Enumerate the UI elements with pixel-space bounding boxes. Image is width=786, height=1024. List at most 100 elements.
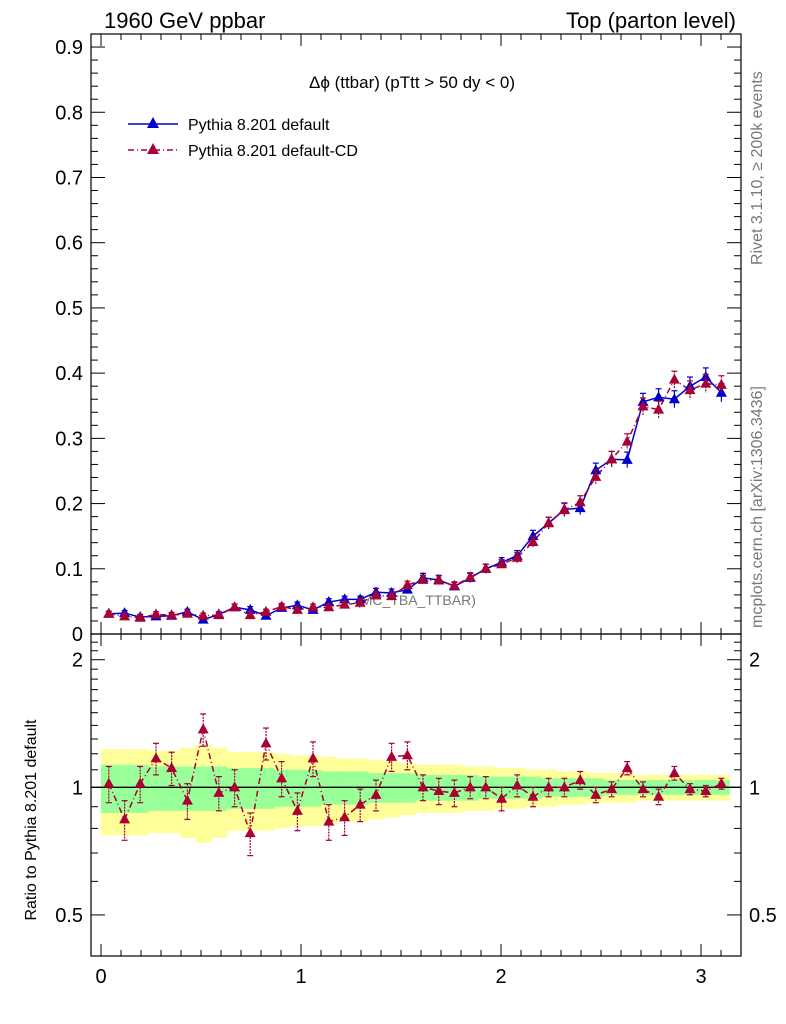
data-point-cd	[433, 574, 445, 585]
data-point-cd	[464, 571, 476, 582]
y-tick-label: 0.8	[55, 102, 83, 124]
ratio-y-tick-label-right: 0.5	[749, 905, 777, 927]
mcplots-reference-label: mcplots.cern.ch [arXiv:1306.3436]	[749, 386, 766, 628]
ratio-data-point	[637, 783, 649, 794]
uncertainty-band-inner	[163, 766, 180, 811]
legend-cd-marker	[147, 143, 159, 154]
legend-default-marker	[147, 117, 159, 128]
x-tick-label: 2	[495, 966, 506, 988]
data-point-cd	[480, 562, 492, 573]
ratio-series-line	[108, 729, 722, 834]
ratio-data-point	[401, 749, 413, 760]
uncertainty-band-inner	[148, 766, 165, 811]
data-point-cd	[590, 470, 602, 481]
data-point-cd	[370, 589, 382, 600]
data-point-cd	[291, 603, 303, 614]
data-point-cd	[323, 601, 335, 612]
data-point-cd	[496, 558, 508, 569]
ratio-data-point	[150, 752, 162, 763]
ratio-data-point	[590, 788, 602, 799]
ratio-data-point	[543, 781, 555, 792]
main-plot-panel: Δϕ (ttbar) (pTtt > 50 dy < 0) (MC_TBA_TT…	[55, 33, 742, 646]
y-tick-label: 0.9	[55, 37, 83, 59]
ratio-data-point	[339, 811, 351, 822]
ratio-plot-panel: 0 1 2 3 0.5 0.5 1 1 2 2 Ratio to Pythia 8.201 def…	[23, 633, 777, 988]
data-point-cd	[511, 551, 523, 562]
ratio-plot-frame	[90, 633, 742, 957]
ratio-data-point	[103, 777, 115, 788]
uncertainty-band-inner	[195, 766, 212, 811]
ratio-data-point	[606, 783, 618, 794]
data-point-cd	[637, 400, 649, 411]
uncertainty-band-inner	[320, 771, 338, 805]
ratio-data-point	[715, 777, 727, 788]
ratio-y-tick-label: 1	[72, 777, 83, 799]
legend-default-label: Pythia 8.201 default	[188, 117, 330, 134]
ratio-data-point	[448, 786, 460, 797]
ratio-data-point	[496, 792, 508, 803]
series-cd-line	[108, 378, 722, 619]
data-point-cd	[213, 609, 225, 620]
ratio-data-point	[527, 790, 539, 801]
ratio-data-point	[213, 786, 225, 797]
x-tick-label: 3	[695, 966, 706, 988]
rivet-version-label: Rivet 3.1.10, ≥ 200k events	[749, 71, 766, 265]
ratio-data-point	[417, 781, 429, 792]
data-point-cd	[119, 610, 131, 621]
y-tick-label: 0	[72, 624, 83, 646]
ratio-data-point	[464, 781, 476, 792]
x-tick-label: 1	[295, 966, 306, 988]
ratio-data-point	[119, 813, 131, 824]
ratio-data-point	[244, 827, 256, 838]
data-point-cd	[354, 596, 366, 607]
ratio-data-point	[276, 772, 288, 783]
ratio-data-point	[700, 785, 712, 796]
ratio-data-point	[370, 788, 382, 799]
y-tick-label: 0.7	[55, 167, 83, 189]
data-point-cd	[715, 378, 727, 389]
legend-cd-label: Pythia 8.201 default-CD	[188, 143, 358, 160]
uncertainty-band-inner	[289, 769, 306, 807]
x-tick-label: 0	[95, 966, 106, 988]
data-point-cd	[606, 453, 618, 464]
data-point-default	[653, 391, 665, 402]
uncertainty-band-inner	[116, 764, 133, 813]
uncertainty-band-inner	[242, 768, 259, 809]
data-point-cd	[276, 600, 288, 611]
uncertainty-band-inner	[352, 771, 369, 805]
data-point-default	[668, 393, 680, 404]
uncertainty-band-inner	[336, 771, 353, 805]
ratio-data-point	[260, 737, 272, 748]
y-tick-label: 0.5	[55, 298, 83, 320]
data-point-cd	[260, 605, 272, 616]
data-point-cd	[543, 517, 555, 528]
ratio-data-point	[197, 723, 209, 734]
data-point-cd	[150, 608, 162, 619]
data-point-cd	[197, 609, 209, 620]
ratio-y-tick-label-right: 1	[749, 777, 760, 799]
ratio-y-tick-label: 2	[72, 650, 83, 672]
ratio-data-point	[181, 794, 193, 805]
data-point-default	[574, 502, 586, 513]
data-point-cd	[684, 384, 696, 395]
data-point-cd	[700, 377, 712, 388]
legend: Pythia 8.201 default Pythia 8.201 defaul…	[128, 117, 358, 160]
ratio-y-tick-label-right: 2	[749, 650, 760, 672]
data-point-cd	[244, 609, 256, 620]
data-point-cd	[166, 609, 178, 620]
ratio-data-point	[354, 798, 366, 809]
uncertainty-band-inner	[258, 768, 275, 809]
uncertainty-band-inner	[305, 769, 322, 807]
y-tick-label: 0.1	[55, 559, 83, 581]
data-point-cd	[653, 403, 665, 414]
energy-beam-label: 1960 GeV ppbar	[104, 8, 265, 33]
ratio-data-point	[323, 815, 335, 826]
uncertainty-band-inner	[273, 769, 290, 807]
ratio-data-point	[433, 785, 445, 796]
data-point-cd	[181, 607, 193, 618]
ratio-data-point	[653, 790, 665, 801]
y-tick-label: 0.2	[55, 494, 83, 516]
y-tick-label: 0.4	[55, 363, 83, 385]
data-point-cd	[558, 504, 570, 515]
